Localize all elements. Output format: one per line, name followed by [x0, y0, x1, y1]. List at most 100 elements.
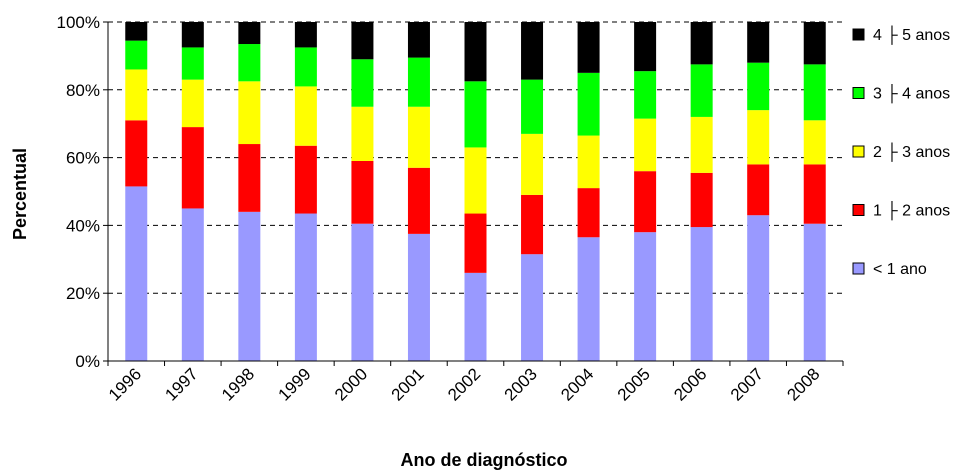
x-tick-label: 1996	[105, 364, 145, 404]
bar-segment	[577, 188, 600, 238]
legend-label: 1 ├ 2 anos	[873, 201, 950, 221]
bar-segment	[181, 79, 204, 128]
bar-segment	[181, 127, 204, 209]
bar-segment	[294, 22, 317, 48]
x-tick-label: 1997	[161, 364, 201, 404]
bar-segment	[464, 22, 487, 82]
y-axis-title: Percentual	[10, 148, 30, 240]
bar-segment	[690, 64, 713, 117]
bar-segment	[747, 22, 770, 63]
bar-segment	[238, 22, 261, 45]
bar-segment	[464, 147, 487, 214]
x-tick-label: 2008	[783, 364, 823, 404]
legend-swatch	[852, 204, 865, 216]
bar-segment	[521, 79, 544, 134]
bar-segment	[690, 227, 713, 361]
x-tick-label: 2006	[670, 364, 710, 404]
bar-segment	[577, 72, 600, 136]
bar-segment	[407, 106, 430, 168]
bar-segment	[464, 81, 487, 148]
bar-segment	[521, 194, 544, 255]
bar-segment	[747, 62, 770, 111]
x-tick-label: 2002	[444, 364, 484, 404]
bar-segment	[294, 213, 317, 361]
bar-segment	[294, 145, 317, 214]
bar-segment	[634, 118, 657, 172]
bar-segment	[634, 232, 657, 361]
y-tick-label: 60%	[66, 149, 100, 168]
legend-label: 2 ├ 3 anos	[873, 142, 950, 162]
x-tick-label: 1998	[218, 364, 258, 404]
bar-segment	[747, 110, 770, 165]
x-tick-label: 2001	[388, 364, 428, 404]
legend-label: < 1 ano	[873, 261, 927, 278]
bar-segment	[464, 272, 487, 361]
bar-segment	[747, 164, 770, 216]
bar-segment	[690, 116, 713, 173]
bar-segment	[351, 22, 374, 60]
bar-segment	[634, 171, 657, 233]
x-tick-labels: 1996 1997 1998 1999 2000 2001 2002 2003 2004 2005…	[105, 364, 824, 404]
bar-segment	[690, 22, 713, 65]
bar-segment	[238, 211, 261, 361]
bar-segment	[521, 254, 544, 361]
bar-segment	[125, 22, 148, 41]
x-axis-title: Ano de diagnóstico	[400, 450, 567, 470]
legend-swatch	[852, 87, 865, 99]
bar-segment	[181, 47, 204, 80]
bar-segment	[803, 22, 826, 65]
bar-segment	[803, 64, 826, 121]
y-tick-label: 40%	[66, 216, 100, 235]
bar-segment	[577, 237, 600, 361]
bar-segment	[747, 215, 770, 361]
bar-segment	[577, 22, 600, 73]
bar-segment	[407, 167, 430, 234]
y-tick-label: 100%	[57, 13, 100, 32]
y-tick-label: 80%	[66, 81, 100, 100]
bar-segment	[407, 22, 430, 58]
bar-segment	[407, 233, 430, 361]
y-tick-label: 0%	[75, 352, 100, 371]
bar-segment	[294, 86, 317, 146]
bar-segment	[351, 223, 374, 361]
bar-segment	[351, 59, 374, 107]
legend-swatch	[852, 145, 865, 158]
bar-segment	[803, 120, 826, 165]
bar-segment	[521, 133, 544, 195]
x-tick-label: 2003	[501, 364, 541, 404]
bar-segment	[803, 164, 826, 224]
bar-segment	[125, 40, 148, 70]
y-tick-label: 20%	[66, 284, 100, 303]
legend-label: 3 ├ 4 anos	[873, 84, 950, 104]
x-tick-label: 1999	[275, 364, 315, 404]
bar-segment	[803, 223, 826, 361]
x-tick-label: 2004	[557, 364, 597, 404]
x-tick-label: 2000	[331, 364, 371, 404]
bar-segment	[238, 144, 261, 212]
x-tick-label: 2007	[727, 364, 767, 404]
bar-segment	[294, 47, 317, 87]
bar-segment	[238, 81, 261, 145]
grid-lines	[108, 21, 843, 294]
bar-segment	[181, 208, 204, 361]
bar-segment	[125, 120, 148, 187]
bar-segment	[690, 172, 713, 228]
x-tick-label: 2005	[614, 364, 654, 404]
bar-segment	[577, 135, 600, 189]
bar-segment	[181, 22, 204, 48]
bar-segment	[521, 22, 544, 80]
bar-segment	[407, 57, 430, 107]
legend-swatch	[852, 262, 865, 275]
axes	[103, 21, 844, 366]
bar-segment	[351, 106, 374, 161]
legend: 4 ├ 5 anos 3 ├ 4 anos 2 ├ 3 anos 1 ├ 2 anos…	[852, 25, 950, 278]
y-tick-labels: 0% 20% 40% 60% 80% 100%	[57, 13, 100, 371]
bar-segment	[464, 213, 487, 273]
legend-label: 4 ├ 5 anos	[873, 25, 950, 45]
bar-segment	[125, 69, 148, 121]
bar-segment	[125, 186, 148, 361]
legend-swatch	[852, 28, 865, 41]
bar-segment	[351, 160, 374, 224]
bar-segment	[634, 71, 657, 119]
